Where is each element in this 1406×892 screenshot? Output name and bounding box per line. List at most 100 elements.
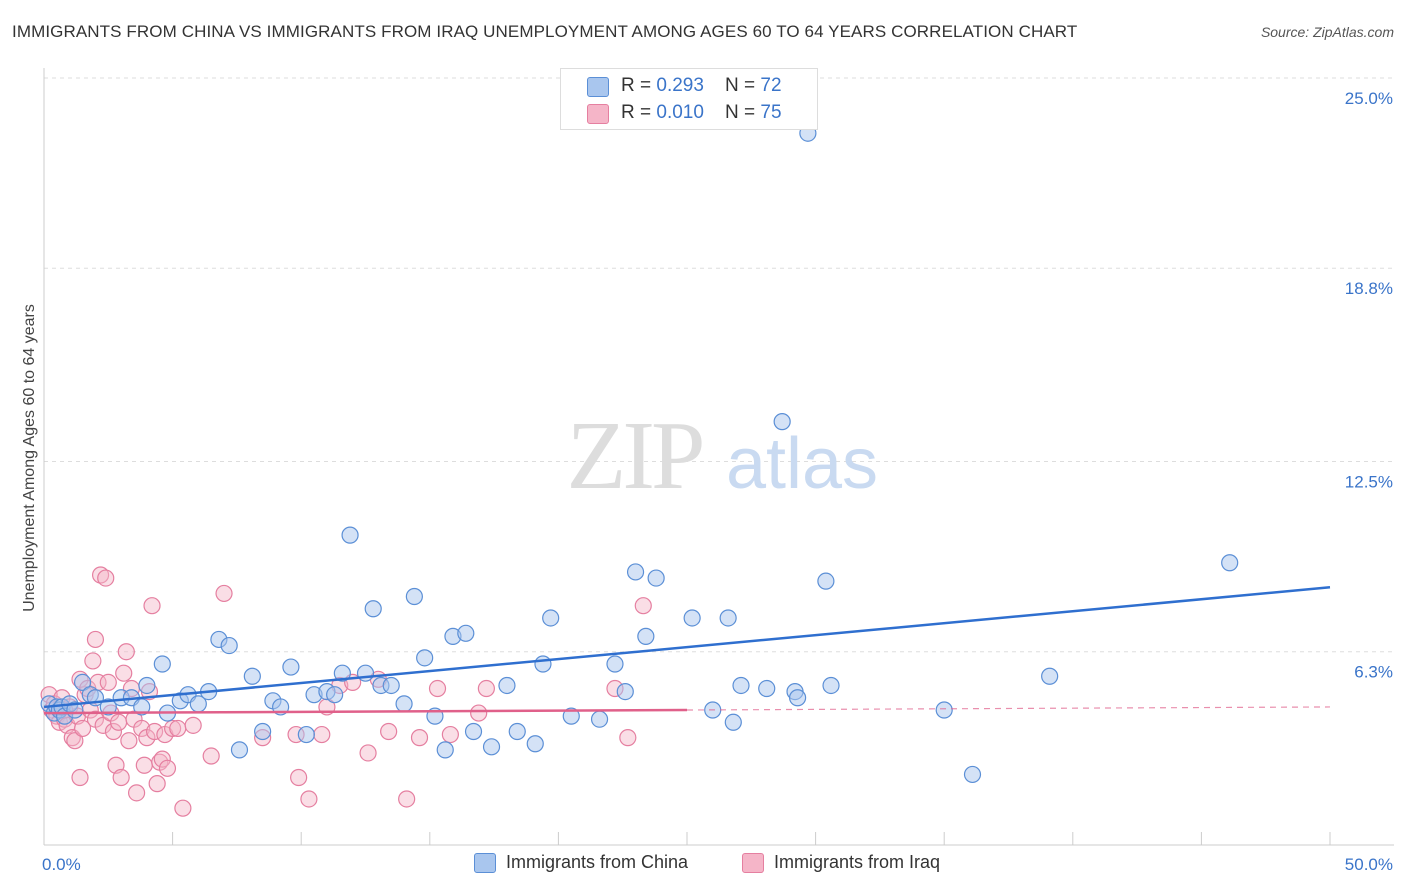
iraq-point (84, 652, 102, 670)
iraq-point (127, 784, 146, 802)
iraq-point (359, 744, 377, 762)
iraq-point (290, 768, 308, 787)
iraq-point (133, 719, 151, 738)
china-point (732, 676, 750, 695)
iraq-point (169, 719, 187, 738)
iraq-point (202, 747, 220, 765)
watermark: ZIP atlas (567, 402, 879, 510)
iraq-point (86, 630, 105, 649)
china-point (963, 765, 982, 784)
china-point (243, 667, 261, 685)
china-point (436, 741, 454, 759)
y-tick-label: 25.0% (1345, 89, 1393, 108)
x-tick-label: 50.0% (1345, 855, 1393, 874)
iraq-point (153, 750, 171, 768)
iraq-point (158, 759, 177, 777)
iraq-point (410, 729, 429, 747)
china-point (534, 655, 552, 673)
china-point (498, 676, 516, 695)
iraq-point (112, 768, 130, 787)
iraq-point (215, 584, 233, 603)
china-point (341, 526, 359, 544)
iraq-point (477, 679, 495, 698)
china-point (457, 624, 475, 642)
china-point (364, 600, 382, 618)
iraq-point (470, 704, 488, 722)
iraq-point (619, 729, 637, 747)
china-point (333, 664, 351, 682)
series-legend: Immigrants from China Immigrants from Ir… (0, 852, 1406, 876)
china-point (1221, 554, 1239, 572)
y-tick-label: 18.8% (1345, 279, 1393, 298)
iraq-point (148, 775, 166, 793)
iraq-point (109, 713, 128, 731)
iraq-point (441, 725, 459, 744)
y-tick-label: 12.5% (1345, 473, 1393, 492)
china-point (817, 572, 835, 590)
grid-lines (44, 77, 1394, 653)
china-point (416, 649, 434, 667)
china-point (822, 676, 840, 695)
china-point (724, 713, 742, 731)
axes (43, 68, 1394, 846)
watermark-atlas: atlas (726, 424, 878, 504)
china-point (405, 587, 423, 606)
legend-item-china: Immigrants from China (474, 852, 688, 873)
china-point (542, 609, 560, 627)
china-swatch (587, 77, 609, 97)
china-point (562, 707, 580, 725)
china-point (254, 722, 272, 741)
iraq-point (91, 566, 110, 584)
legend-item-iraq: Immigrants from Iraq (742, 852, 940, 873)
legend-label-china: Immigrants from China (506, 852, 689, 872)
china-point (153, 655, 171, 673)
iraq-point (135, 756, 153, 774)
china-point (508, 722, 526, 741)
x-tick-label: 0.0% (42, 855, 81, 874)
iraq-point (117, 643, 135, 661)
china-legend-text: R = 0.293 N = 72 (621, 75, 782, 96)
iraq-point (145, 722, 164, 741)
china-point (935, 701, 953, 719)
iraq-r-value: 0.010 (656, 102, 704, 123)
legend-swatch-iraq (742, 852, 764, 873)
iraq-point (97, 569, 115, 587)
china-r-value: 0.293 (656, 75, 704, 96)
iraq-point (73, 719, 92, 738)
china-point (282, 658, 300, 676)
source-label: Source: ZipAtlas.com (1260, 24, 1394, 40)
china-n-value: 72 (760, 75, 782, 96)
china-point (1041, 667, 1059, 685)
china-point (616, 682, 634, 701)
iraq-point (398, 790, 416, 808)
china-point (73, 673, 92, 691)
china-point (395, 695, 413, 713)
iraq-point (428, 679, 447, 698)
trend-lines (43, 586, 1331, 715)
iraq-point (115, 664, 133, 682)
china-point (382, 676, 400, 695)
iraq-point (634, 597, 652, 615)
iraq-point (174, 799, 192, 817)
legend-label-iraq: Immigrants from Iraq (774, 852, 941, 872)
iraq-point (143, 597, 161, 615)
iraq-point (380, 722, 398, 741)
iraq-point (120, 732, 138, 750)
iraq-point (66, 732, 84, 750)
china-point (626, 563, 645, 581)
iraq-point (313, 725, 331, 744)
chart-title: IMMIGRANTS FROM CHINA VS IMMIGRANTS FROM… (12, 22, 1078, 41)
china-point (606, 655, 624, 673)
china-point (637, 627, 655, 645)
china-point (526, 735, 544, 753)
legend-swatch-china (474, 852, 496, 873)
iraq-point (184, 716, 202, 734)
china-trend-line (43, 586, 1331, 709)
china-point (220, 636, 238, 655)
china-point (326, 686, 344, 704)
iraq-point (300, 790, 318, 808)
iraq-trend-line (43, 708, 688, 715)
correlation-legend: R = 0.293 N = 72 R = 0.010 N = 75 (560, 68, 818, 130)
china-point (773, 413, 791, 431)
china-point (788, 689, 807, 707)
